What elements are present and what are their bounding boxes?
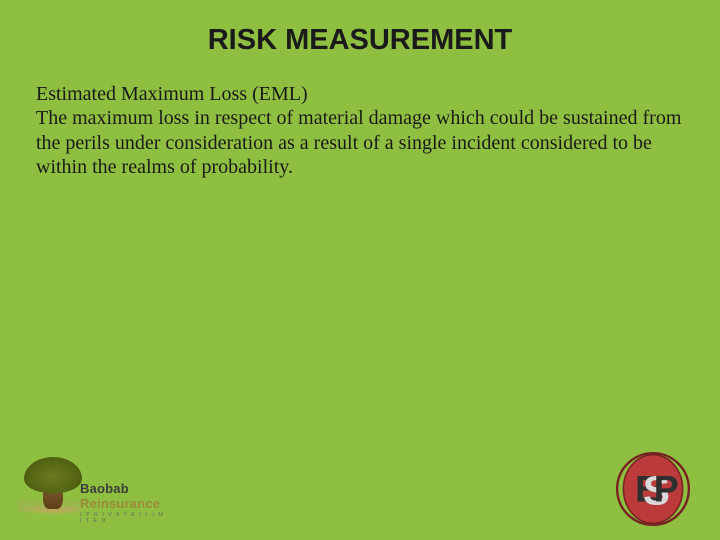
baobab-wordmark: Baobab Reinsurance ( P R I V A T E ) L I…	[80, 481, 168, 524]
logo-baobab-reinsurance: Baobab Reinsurance ( P R I V A T E ) L I…	[18, 457, 168, 532]
svg-text:P: P	[654, 467, 679, 509]
body-subheading: Estimated Maximum Loss (EML)	[36, 82, 684, 106]
body-paragraph: The maximum loss in respect of material …	[36, 106, 684, 179]
body-text-block: Estimated Maximum Loss (EML) The maximum…	[36, 82, 684, 180]
baobab-line1: Baobab Reinsurance	[80, 481, 168, 511]
logo-esp-oval: E S P	[614, 450, 692, 528]
baobab-line2: ( P R I V A T E ) L I M I T E D	[80, 512, 168, 524]
slide: RISK MEASUREMENT Estimated Maximum Loss …	[0, 0, 720, 540]
baobab-name: Baobab	[80, 481, 129, 496]
baobab-suffix: Reinsurance	[80, 496, 160, 511]
baobab-canopy-shape	[24, 457, 82, 493]
slide-title: RISK MEASUREMENT	[0, 24, 720, 57]
esp-oval-icon: E S P	[614, 450, 692, 528]
